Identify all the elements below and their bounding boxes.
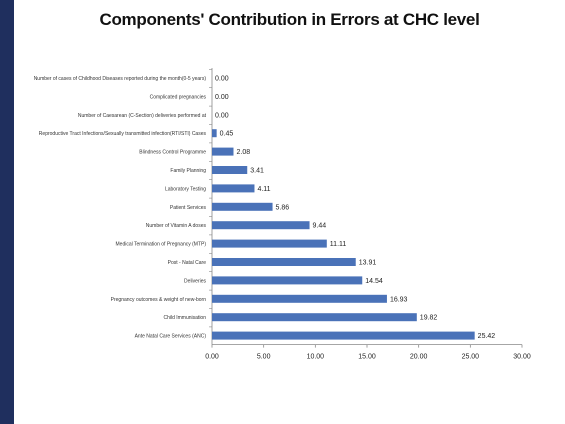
data-label: 9.44: [313, 223, 327, 230]
bar: [212, 166, 248, 174]
x-tick-label: 5.00: [257, 354, 271, 361]
x-tick-label: 0.00: [205, 354, 219, 361]
category-label: Reproductive Tract Infections/Sexually t…: [39, 131, 207, 137]
chart-title: Components' Contribution in Errors at CH…: [99, 10, 480, 29]
bar-chart: 0.00 5.00 10.00 15.00 20.00 25.00 30.00 Number …: [34, 68, 531, 361]
data-label: 3.41: [250, 168, 264, 175]
bar: [212, 258, 356, 266]
data-label: 4.11: [257, 186, 270, 193]
data-label: 16.93: [390, 296, 408, 303]
bar: [212, 147, 234, 156]
bar: [212, 129, 217, 138]
bar: [212, 331, 475, 340]
category-label: Family Planning: [170, 168, 206, 174]
bar: [212, 294, 387, 303]
category-label: Medical Termination of Pregnancy (MTP): [116, 242, 207, 248]
bar: [212, 202, 273, 211]
x-tick-label: 25.00: [462, 354, 480, 361]
data-label: 0.00: [215, 76, 229, 83]
data-label: 14.54: [365, 278, 383, 285]
category-label: Ante Natal Care Services (ANC): [135, 334, 207, 340]
category-label: Child Immunisation: [163, 315, 206, 321]
data-label: 5.86: [276, 204, 290, 211]
category-label: Blindness Control Programme: [139, 150, 206, 156]
data-label: 11.11: [330, 241, 347, 248]
category-label: Number of Caesarean (C-Section) deliveri…: [78, 113, 207, 119]
x-tick-label: 10.00: [307, 354, 325, 361]
x-tick-label: 20.00: [410, 354, 428, 361]
data-label: 0.45: [220, 131, 234, 138]
data-label: 2.08: [236, 149, 250, 156]
category-label: Patient Services: [170, 205, 207, 211]
category-label: Post - Natal Care: [168, 260, 207, 266]
category-label: Complicated pregnancies: [150, 94, 207, 100]
bar: [212, 313, 417, 322]
category-label: Number of Vitamin A doses: [146, 223, 207, 229]
x-tick-label: 30.00: [513, 354, 531, 361]
data-label: 19.82: [420, 315, 438, 322]
bar: [212, 276, 363, 285]
x-tick-label: 15.00: [358, 354, 376, 361]
category-label: Pregnancy outcomes & weight of new-born: [111, 297, 207, 303]
data-label: 13.91: [359, 260, 377, 267]
slide: Components' Contribution in Errors at CH…: [14, 0, 565, 424]
bar: [212, 221, 310, 230]
bar: [212, 239, 327, 248]
bar: [212, 184, 255, 193]
data-label: 25.42: [478, 333, 496, 340]
category-label: Laboratory Testing: [165, 186, 206, 192]
data-label: 0.00: [215, 94, 229, 101]
category-label: Deliveries: [184, 278, 206, 284]
data-label: 0.00: [215, 112, 229, 119]
category-label: Number of cases of Childhood Diseases re…: [34, 76, 207, 82]
